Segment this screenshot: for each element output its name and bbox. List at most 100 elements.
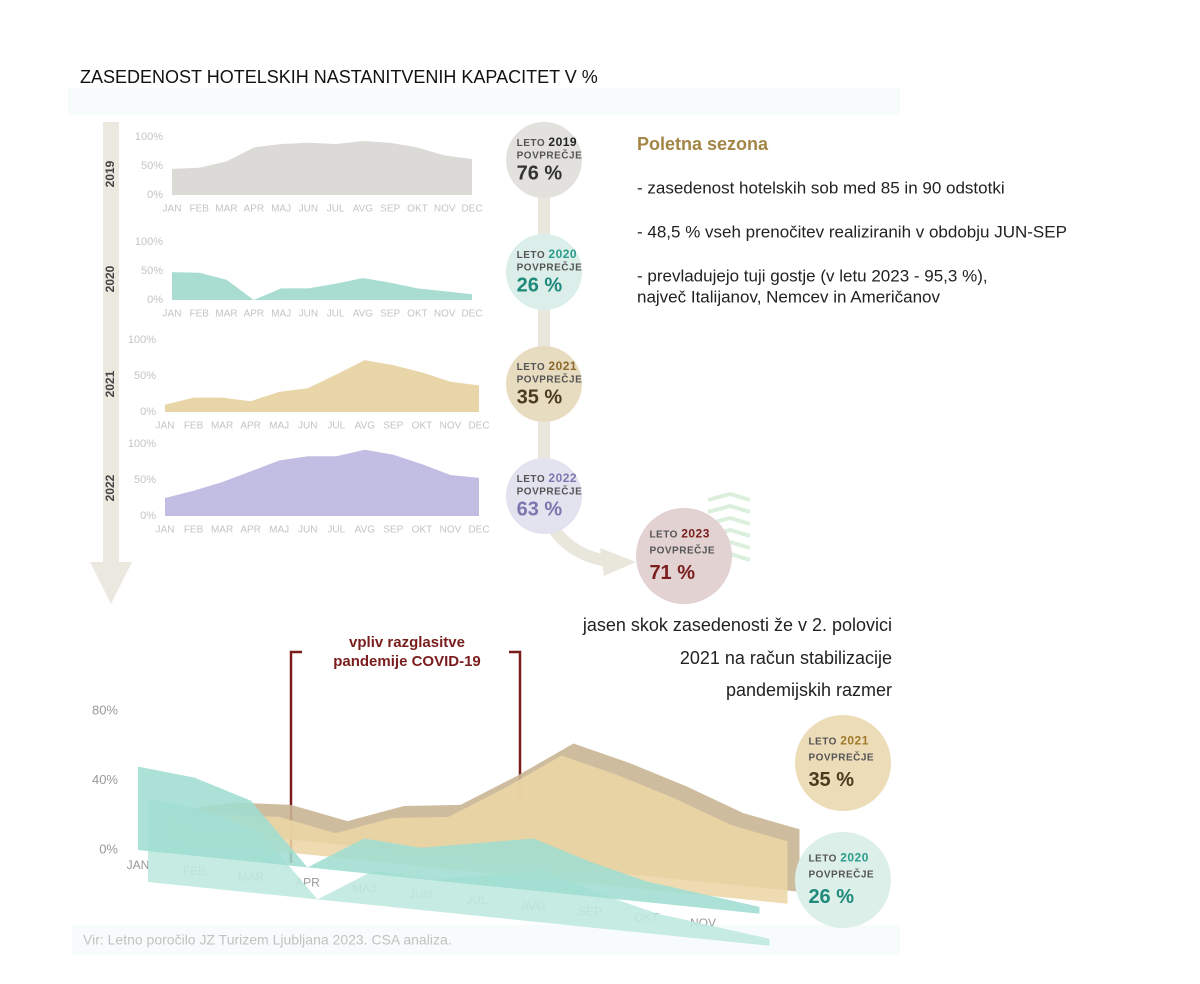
x-tick-label: AVG bbox=[353, 309, 374, 320]
x-tick-label: JUN bbox=[298, 525, 317, 536]
badge-prefix: LETO bbox=[808, 736, 840, 747]
x-tick-label: JAN bbox=[156, 421, 175, 432]
x-tick-label: JAN bbox=[163, 309, 182, 320]
area-depth bbox=[148, 798, 770, 946]
y-tick-label: 0% bbox=[140, 510, 156, 522]
badge bbox=[636, 508, 732, 604]
badge-prefix: LETO 2020 bbox=[517, 247, 577, 261]
badge-value: 35 % bbox=[808, 769, 854, 791]
y-tick-label: 50% bbox=[141, 160, 163, 172]
badge-year: 2020 bbox=[548, 247, 577, 261]
x-tick-label: SEP bbox=[383, 421, 403, 432]
badge-prefix: LETO 2019 bbox=[517, 135, 577, 149]
y-tick-label: 0% bbox=[147, 294, 163, 306]
badge-year: 2023 bbox=[681, 527, 710, 541]
x-tick-label: FEB bbox=[184, 525, 204, 536]
badge-year: 2022 bbox=[548, 471, 577, 485]
x-tick-label: NOV bbox=[434, 309, 456, 320]
x-tick-label: DEC bbox=[468, 525, 489, 536]
y-tick-label: 40% bbox=[92, 772, 118, 787]
x-tick-label: JUL bbox=[327, 421, 345, 432]
x-tick-label: APR bbox=[244, 204, 265, 215]
x-tick-label: FEB bbox=[190, 204, 210, 215]
y-tick-label: 80% bbox=[92, 702, 118, 717]
y-tick-label: 0% bbox=[140, 406, 156, 418]
badge-value: 76 % bbox=[517, 162, 563, 184]
badge-prefix: LETO 2021 bbox=[808, 734, 868, 748]
x-tick-label: JUN bbox=[299, 204, 318, 215]
badge-value: 26 % bbox=[808, 886, 854, 908]
badge-prefix: LETO bbox=[649, 529, 681, 540]
y-tick-label: 0% bbox=[147, 189, 163, 201]
badge bbox=[506, 458, 582, 534]
x-tick-label: JUL bbox=[327, 309, 345, 320]
area bbox=[172, 272, 472, 300]
badge-label: POVPREČJE bbox=[517, 373, 583, 386]
covid-bracket bbox=[289, 650, 522, 863]
badge-label: POVPREČJE bbox=[808, 751, 874, 764]
x-tick-label: SEP bbox=[383, 525, 403, 536]
badge-label: POVPREČJE bbox=[517, 149, 583, 162]
x-tick-label: OKT bbox=[407, 309, 428, 320]
badge-value: 63 % bbox=[517, 498, 563, 520]
x-tick-label: SEP bbox=[380, 309, 400, 320]
x-tick-label: DEC bbox=[468, 421, 489, 432]
badge-label: POVPREČJE bbox=[649, 544, 715, 557]
title-band bbox=[68, 88, 900, 115]
area bbox=[165, 449, 479, 516]
y-tick-label: 100% bbox=[135, 131, 163, 143]
time-arrow bbox=[103, 122, 119, 564]
badge bbox=[506, 122, 582, 198]
badge-year: 2021 bbox=[840, 734, 869, 748]
year-label: 2019 bbox=[103, 160, 117, 187]
badge-prefix: LETO 2020 bbox=[808, 851, 868, 865]
x-tick-label: DEC bbox=[461, 309, 482, 320]
badge-year: 2019 bbox=[548, 135, 577, 149]
y-tick-label: 50% bbox=[134, 370, 156, 382]
x-tick-label: OKT bbox=[412, 525, 433, 536]
y-tick-label: 0% bbox=[99, 841, 118, 856]
x-tick-label: MAJ bbox=[269, 421, 289, 432]
x-tick-label: DEC bbox=[461, 204, 482, 215]
x-tick-label: APR bbox=[244, 309, 265, 320]
annotation: pandemije COVID-19 bbox=[333, 653, 481, 670]
badge-value: 35 % bbox=[517, 386, 563, 408]
summer-heading: Poletna sezona bbox=[637, 134, 769, 154]
summer-line: - zasedenost hotelskih sob med 85 in 90 … bbox=[637, 178, 1005, 197]
note-line: 2021 na račun stabilizacije bbox=[680, 648, 892, 668]
x-tick-label: JUL bbox=[327, 525, 345, 536]
source: Vir: Letno poročilo JZ Turizem Ljubljana… bbox=[83, 932, 452, 948]
badge-value: 26 % bbox=[517, 274, 563, 296]
note-line: jasen skok zasedenosti že v 2. polovici bbox=[582, 615, 892, 635]
annotation: vpliv razglasitve bbox=[349, 634, 465, 651]
badge-year: 2020 bbox=[840, 851, 869, 865]
x-tick-label: NOV bbox=[434, 204, 456, 215]
area bbox=[165, 360, 479, 412]
badge bbox=[506, 234, 582, 310]
x-tick-label: APR bbox=[240, 421, 261, 432]
y-tick-label: 100% bbox=[128, 334, 156, 346]
x-tick-label: SEP bbox=[380, 204, 400, 215]
y-tick-label: 100% bbox=[135, 236, 163, 248]
connector-head bbox=[600, 548, 636, 576]
area bbox=[172, 141, 472, 195]
badge-label: POVPREČJE bbox=[517, 485, 583, 498]
x-tick-label: MAJ bbox=[269, 525, 289, 536]
badge-year: 2021 bbox=[548, 359, 577, 373]
badge bbox=[506, 346, 582, 422]
badge-prefix: LETO bbox=[808, 853, 840, 864]
x-tick-label: OKT bbox=[412, 421, 433, 432]
badge-value: 71 % bbox=[649, 562, 695, 584]
badge-prefix: LETO bbox=[517, 474, 549, 485]
badge bbox=[795, 715, 891, 811]
area bbox=[166, 755, 788, 904]
x-tick-label: MAJ bbox=[271, 204, 291, 215]
summer-line: največ Italijanov, Nemcev in Američanov bbox=[637, 287, 940, 306]
connector bbox=[538, 160, 550, 496]
badge-label: POVPREČJE bbox=[517, 261, 583, 274]
x-tick-label: MAR bbox=[211, 421, 233, 432]
y-tick-label: 50% bbox=[141, 265, 163, 277]
badge-prefix: LETO bbox=[517, 362, 549, 373]
x-tick-label: MAR bbox=[211, 525, 233, 536]
year-label: 2021 bbox=[103, 370, 117, 397]
